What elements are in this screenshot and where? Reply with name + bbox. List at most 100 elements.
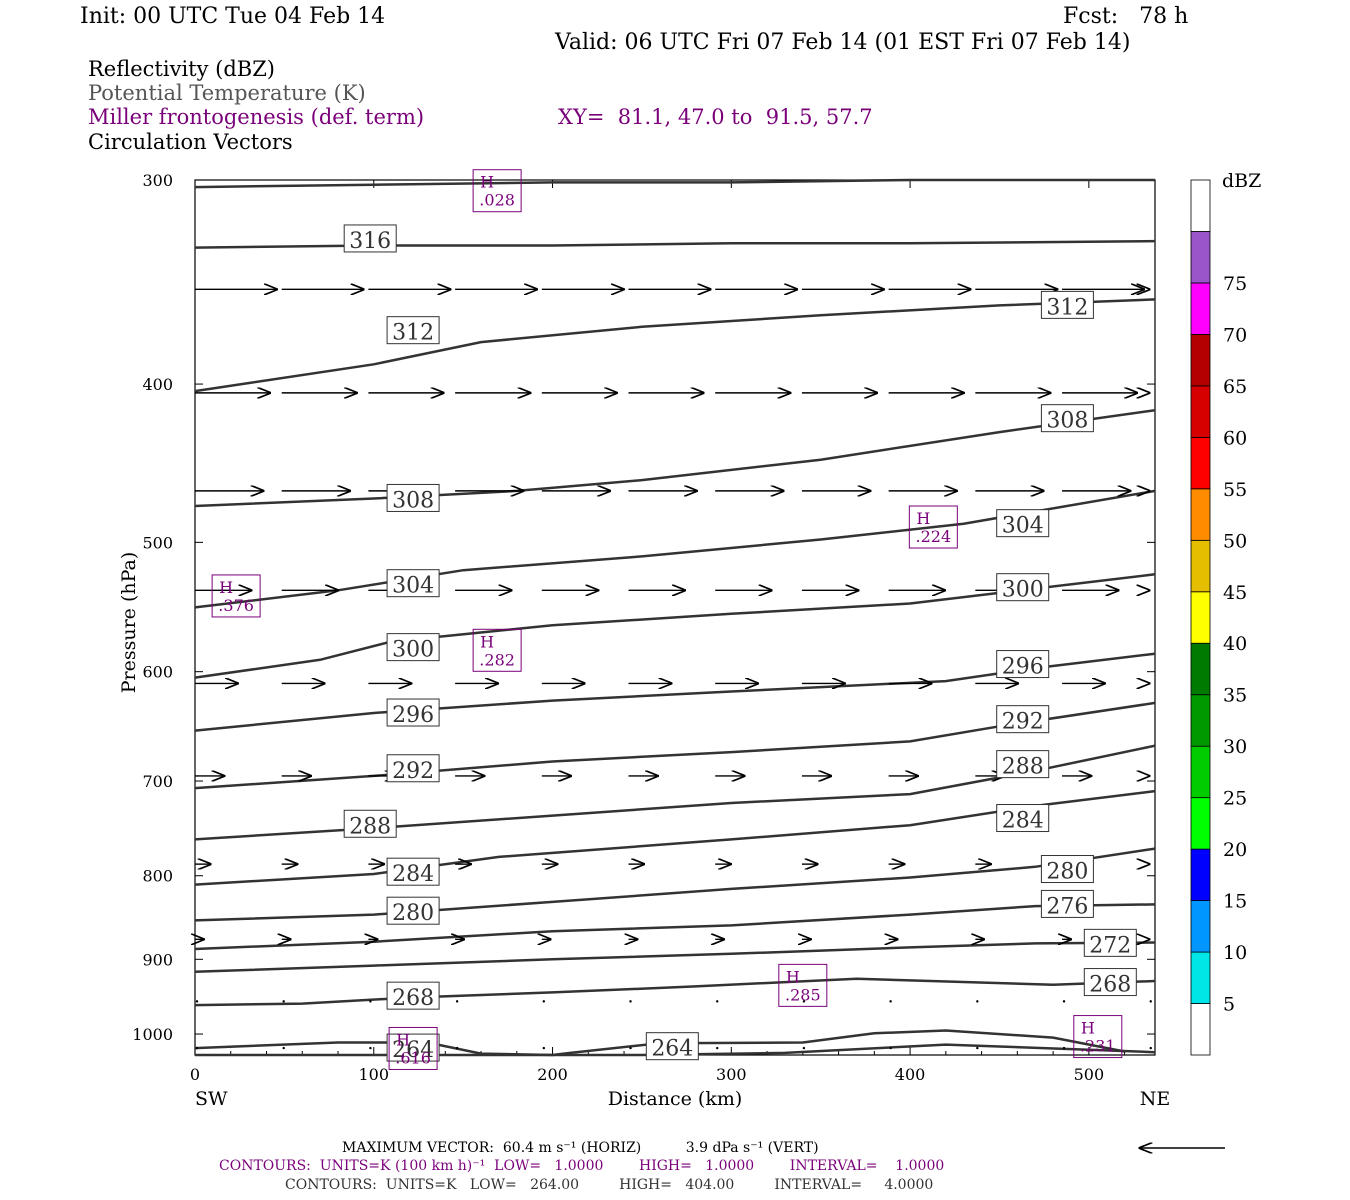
contour-label-box bbox=[1040, 889, 1094, 918]
colorbar-segment bbox=[1190, 334, 1211, 387]
frontogenesis-max-label: H bbox=[916, 509, 930, 528]
colorbar-segment bbox=[1190, 642, 1211, 696]
footer-max-vector: MAXIMUM VECTOR: 60.4 m s⁻¹ (HORIZ) 3.9 d… bbox=[342, 1140, 819, 1156]
y-tick-label: 900 bbox=[142, 950, 173, 969]
colorbar-level: 35 bbox=[1223, 685, 1247, 707]
colorbar-segment bbox=[1190, 797, 1211, 850]
circulation-vector bbox=[1062, 1000, 1066, 1003]
contour-label: 280 bbox=[392, 901, 434, 926]
contour-label: 308 bbox=[1046, 409, 1088, 434]
circulation-vector bbox=[976, 1000, 979, 1003]
contour-label: 292 bbox=[1002, 710, 1044, 735]
contour-label: 284 bbox=[1002, 809, 1044, 834]
frontogenesis-max-box bbox=[908, 505, 958, 549]
contour-label: 308 bbox=[392, 488, 434, 513]
colorbar-unit: dBZ bbox=[1222, 170, 1261, 192]
frontogenesis-max-box bbox=[778, 963, 828, 1007]
colorbar-level: 45 bbox=[1223, 582, 1247, 604]
frontogenesis-max-label: H bbox=[219, 578, 233, 597]
legend-reflectivity: Reflectivity (dBZ) bbox=[88, 57, 276, 81]
circulation-vector bbox=[889, 1000, 892, 1003]
legend-potential-temperature: Potential Temperature (K) bbox=[88, 81, 366, 105]
circulation-vector bbox=[369, 1046, 372, 1050]
frontogenesis-max-value: .028 bbox=[479, 191, 515, 210]
frontogenesis-max-box bbox=[472, 169, 522, 213]
circulation-vector bbox=[455, 1000, 459, 1003]
colorbar-segment bbox=[1190, 488, 1211, 541]
frontogenesis-max-box bbox=[211, 574, 261, 618]
contour-label-box bbox=[386, 698, 440, 727]
frontogenesis-max-value: .285 bbox=[785, 985, 821, 1004]
contour-label: 304 bbox=[392, 574, 434, 599]
frontogenesis-max-label: H bbox=[786, 967, 800, 986]
contour-label: 268 bbox=[1089, 973, 1131, 998]
frontogenesis-max-value: .616 bbox=[395, 1048, 431, 1067]
contour-label: 280 bbox=[1046, 860, 1088, 885]
colorbar-segment bbox=[1190, 385, 1211, 438]
frontogenesis-max-box bbox=[1073, 1015, 1123, 1059]
frontogenesis-max-value: .376 bbox=[218, 596, 254, 615]
circulation-vector bbox=[1062, 1046, 1066, 1050]
init-time: Init: 00 UTC Tue 04 Feb 14 bbox=[80, 4, 386, 29]
forecast-hour: Fcst: 78 h bbox=[1063, 4, 1189, 29]
frontogenesis-max-label: H bbox=[480, 632, 494, 651]
y-tick-label: 400 bbox=[142, 375, 173, 394]
colorbar-segment bbox=[1190, 539, 1211, 593]
contour-label: 296 bbox=[1002, 655, 1044, 680]
y-axis-label: Pressure (hPa) bbox=[118, 552, 140, 694]
frontogenesis-max-value: .231 bbox=[1080, 1037, 1116, 1056]
y-tick-label: 300 bbox=[142, 171, 173, 190]
colorbar-segment bbox=[1190, 591, 1211, 644]
contour-label-box bbox=[1040, 855, 1094, 884]
contour-label-box bbox=[996, 650, 1050, 679]
colorbar-level: 10 bbox=[1223, 942, 1247, 964]
colorbar-level: 40 bbox=[1223, 633, 1247, 655]
footer-frontogenesis-contours: CONTOURS: UNITS=K (100 km h)⁻¹ LOW= 1.00… bbox=[219, 1158, 945, 1174]
frontogenesis-max-value: .282 bbox=[479, 650, 515, 669]
theta-contour bbox=[194, 408, 1156, 508]
xy-label: XY= 81.1, 47.0 to 91.5, 57.7 bbox=[558, 105, 873, 129]
contour-label-box bbox=[996, 804, 1050, 833]
circulation-vector bbox=[542, 1000, 546, 1003]
contour-label-box bbox=[996, 750, 1050, 779]
theta-contour bbox=[194, 941, 1156, 974]
contour-label-box bbox=[1083, 928, 1137, 957]
footer-theta-contours: CONTOURS: UNITS=K LOW= 264.00 HIGH= 404.… bbox=[285, 1177, 934, 1193]
contour-label: 312 bbox=[392, 321, 434, 346]
x-end-label-sw: SW bbox=[195, 1088, 228, 1110]
circulation-vector bbox=[1149, 1046, 1152, 1050]
frontogenesis-max-label: H bbox=[480, 173, 494, 192]
colorbar-segment bbox=[1190, 694, 1211, 747]
colorbar-segment bbox=[1190, 951, 1211, 1004]
frontogenesis-max-box bbox=[388, 1026, 438, 1070]
contour-label-box bbox=[996, 509, 1050, 538]
colorbar-segment bbox=[1190, 282, 1211, 335]
colorbar-level: 55 bbox=[1223, 479, 1247, 501]
colorbar-segment bbox=[1190, 900, 1211, 953]
colorbar-segment bbox=[1190, 848, 1211, 901]
x-tick-label: 200 bbox=[537, 1065, 568, 1084]
y-tick-label: 500 bbox=[142, 533, 173, 552]
colorbar-segment bbox=[1190, 745, 1211, 799]
circulation-vector bbox=[716, 1000, 719, 1003]
colorbar-level: 5 bbox=[1223, 994, 1235, 1016]
colorbar-level: 15 bbox=[1223, 891, 1247, 913]
contour-label: 288 bbox=[1002, 755, 1044, 780]
frontogenesis-max-value: .224 bbox=[916, 527, 952, 546]
colorbar-segment bbox=[1190, 436, 1211, 490]
contour-label-box bbox=[343, 224, 397, 253]
contour-label: 296 bbox=[392, 703, 434, 728]
contour-label-box bbox=[996, 573, 1050, 602]
circulation-vector bbox=[542, 1046, 546, 1050]
contour-label: 292 bbox=[392, 759, 434, 784]
theta-contour bbox=[194, 298, 1156, 393]
contour-label: 288 bbox=[349, 814, 391, 839]
x-tick-label: 100 bbox=[358, 1065, 389, 1084]
theta-contour bbox=[194, 903, 1156, 951]
colorbar-level: 50 bbox=[1223, 530, 1247, 552]
circulation-vector bbox=[455, 1046, 459, 1050]
contour-label-box bbox=[1040, 290, 1094, 319]
contour-label-box bbox=[1040, 404, 1094, 433]
contour-label-box bbox=[386, 633, 440, 662]
contour-label-box bbox=[386, 483, 440, 512]
